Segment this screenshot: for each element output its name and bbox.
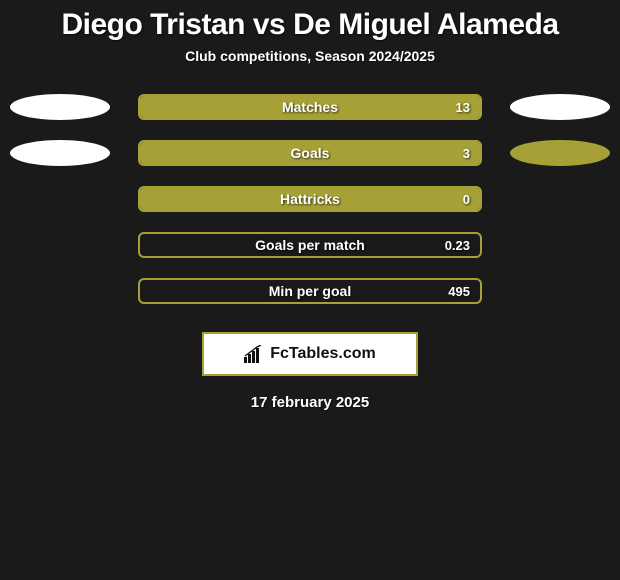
stat-bar: Hattricks0 xyxy=(138,186,482,212)
stat-value: 0 xyxy=(463,188,470,210)
stat-row: Matches13 xyxy=(0,94,620,120)
stat-bar: Goals3 xyxy=(138,140,482,166)
stat-row: Hattricks0 xyxy=(0,186,620,212)
stat-label: Min per goal xyxy=(140,280,480,302)
stat-row: Min per goal495 xyxy=(0,278,620,304)
player1-name: Diego Tristan xyxy=(61,8,245,41)
stat-bar: Min per goal495 xyxy=(138,278,482,304)
vs-label: vs xyxy=(253,8,285,41)
stat-row: Goals3 xyxy=(0,140,620,166)
stat-value: 495 xyxy=(448,280,470,302)
stat-value: 13 xyxy=(456,96,470,118)
stat-value: 3 xyxy=(463,142,470,164)
stat-bar: Matches13 xyxy=(138,94,482,120)
subtitle: Club competitions, Season 2024/2025 xyxy=(0,48,620,64)
comparison-infographic: Diego Tristan vs De Miguel Alameda Club … xyxy=(0,0,620,411)
stat-bar: Goals per match0.23 xyxy=(138,232,482,258)
stat-row: Goals per match0.23 xyxy=(0,232,620,258)
page-title: Diego Tristan vs De Miguel Alameda xyxy=(0,8,620,42)
stat-label: Hattricks xyxy=(140,188,480,210)
left-ellipse-icon xyxy=(10,140,110,166)
brand-badge: FcTables.com xyxy=(202,332,418,376)
stat-label: Goals xyxy=(140,142,480,164)
player2-name: De Miguel Alameda xyxy=(293,8,558,41)
stat-bars: Matches13 Goals3 Hattricks0 Goals per match… xyxy=(0,94,620,304)
bar-chart-icon xyxy=(244,345,264,363)
brand-text: FcTables.com xyxy=(270,345,376,363)
right-ellipse-icon xyxy=(510,94,610,120)
date-label: 17 february 2025 xyxy=(0,394,620,411)
right-ellipse-icon xyxy=(510,140,610,166)
stat-value: 0.23 xyxy=(445,234,470,256)
stat-label: Matches xyxy=(140,96,480,118)
left-ellipse-icon xyxy=(10,94,110,120)
stat-label: Goals per match xyxy=(140,234,480,256)
